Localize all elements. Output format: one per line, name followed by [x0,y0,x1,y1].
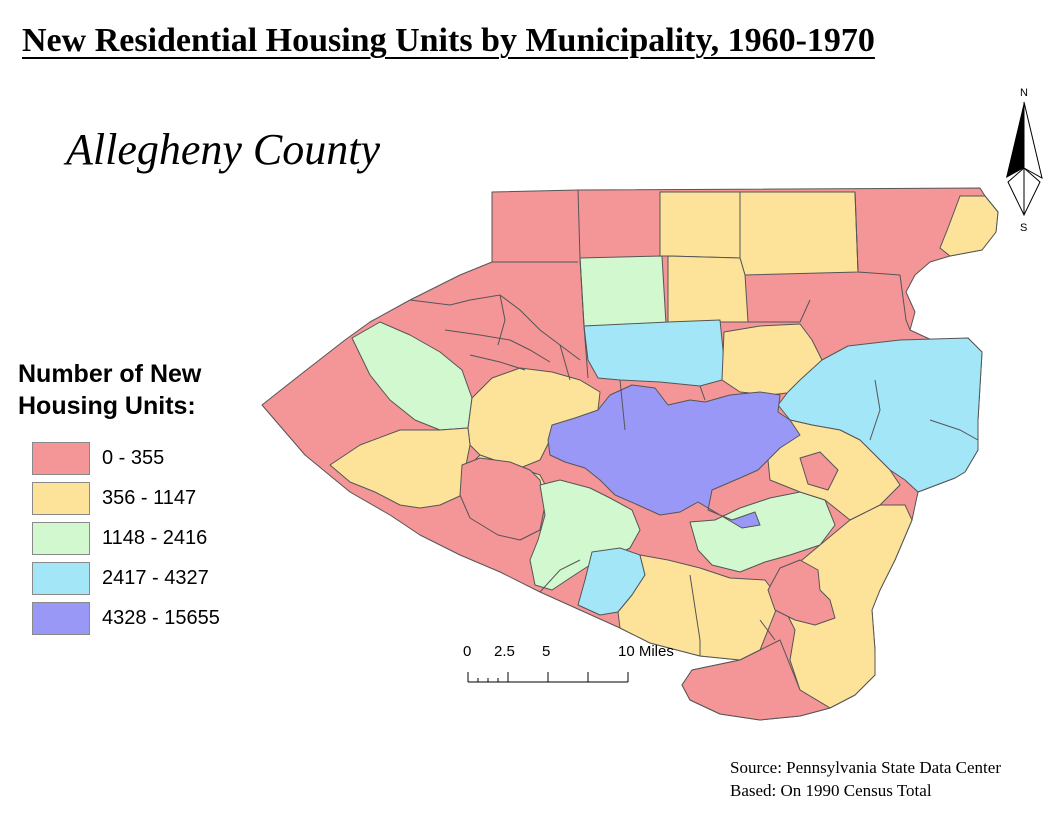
legend-label: 0 - 355 [102,447,165,469]
muni-north-green [579,255,667,327]
muni-pittsburgh [547,384,801,529]
source-line2: Based: On 1990 Census Total [730,781,932,800]
legend-label: 1148 - 2416 [102,527,208,549]
legend-swatch [32,562,90,595]
muni-north-center-3 [667,255,749,323]
legend-label: 4328 - 15655 [102,607,220,629]
muni-southeast-yellow [779,504,913,709]
legend-label: 356 - 1147 [102,487,197,509]
muni-north-center-2 [739,191,859,276]
north-arrow-icon: N S [1006,87,1043,234]
muni-south-center-green [689,491,836,573]
legend-swatch [32,482,90,515]
legend-swatch [32,602,90,635]
legend-swatch [32,522,90,555]
scale-label-2-5: 2.5 [494,643,515,660]
muni-east-red [799,451,839,491]
muni-southeast-red [767,559,836,626]
south-label: S [1020,222,1027,234]
map-title: New Residential Housing Units by Municip… [22,22,875,59]
muni-northeast [939,195,999,257]
source-line1: Source: Pennsylvania State Data Center [730,758,1001,777]
muni-north-center [659,191,741,259]
north-label: N [1020,87,1028,99]
scale-label-10-miles: 10 Miles [618,643,674,660]
muni-south-tip-red [681,639,831,721]
scale-label-5: 5 [542,643,550,660]
muni-west-red [459,457,546,541]
legend-title-line1: Number of New [18,360,202,388]
legend-swatch [32,442,90,475]
scale-bar: 0 2.5 5 10 Miles [463,643,674,683]
legend-label: 2417 - 4327 [102,567,209,589]
source-note: Source: Pennsylvania State Data Center B… [730,756,1001,802]
county-label: Allegheny County [66,125,381,174]
legend-title-line2: Housing Units: [18,392,196,420]
scale-label-0: 0 [463,643,471,660]
muni-north-blue [583,319,725,387]
legend-title: Number of New Housing Units: [18,358,201,422]
